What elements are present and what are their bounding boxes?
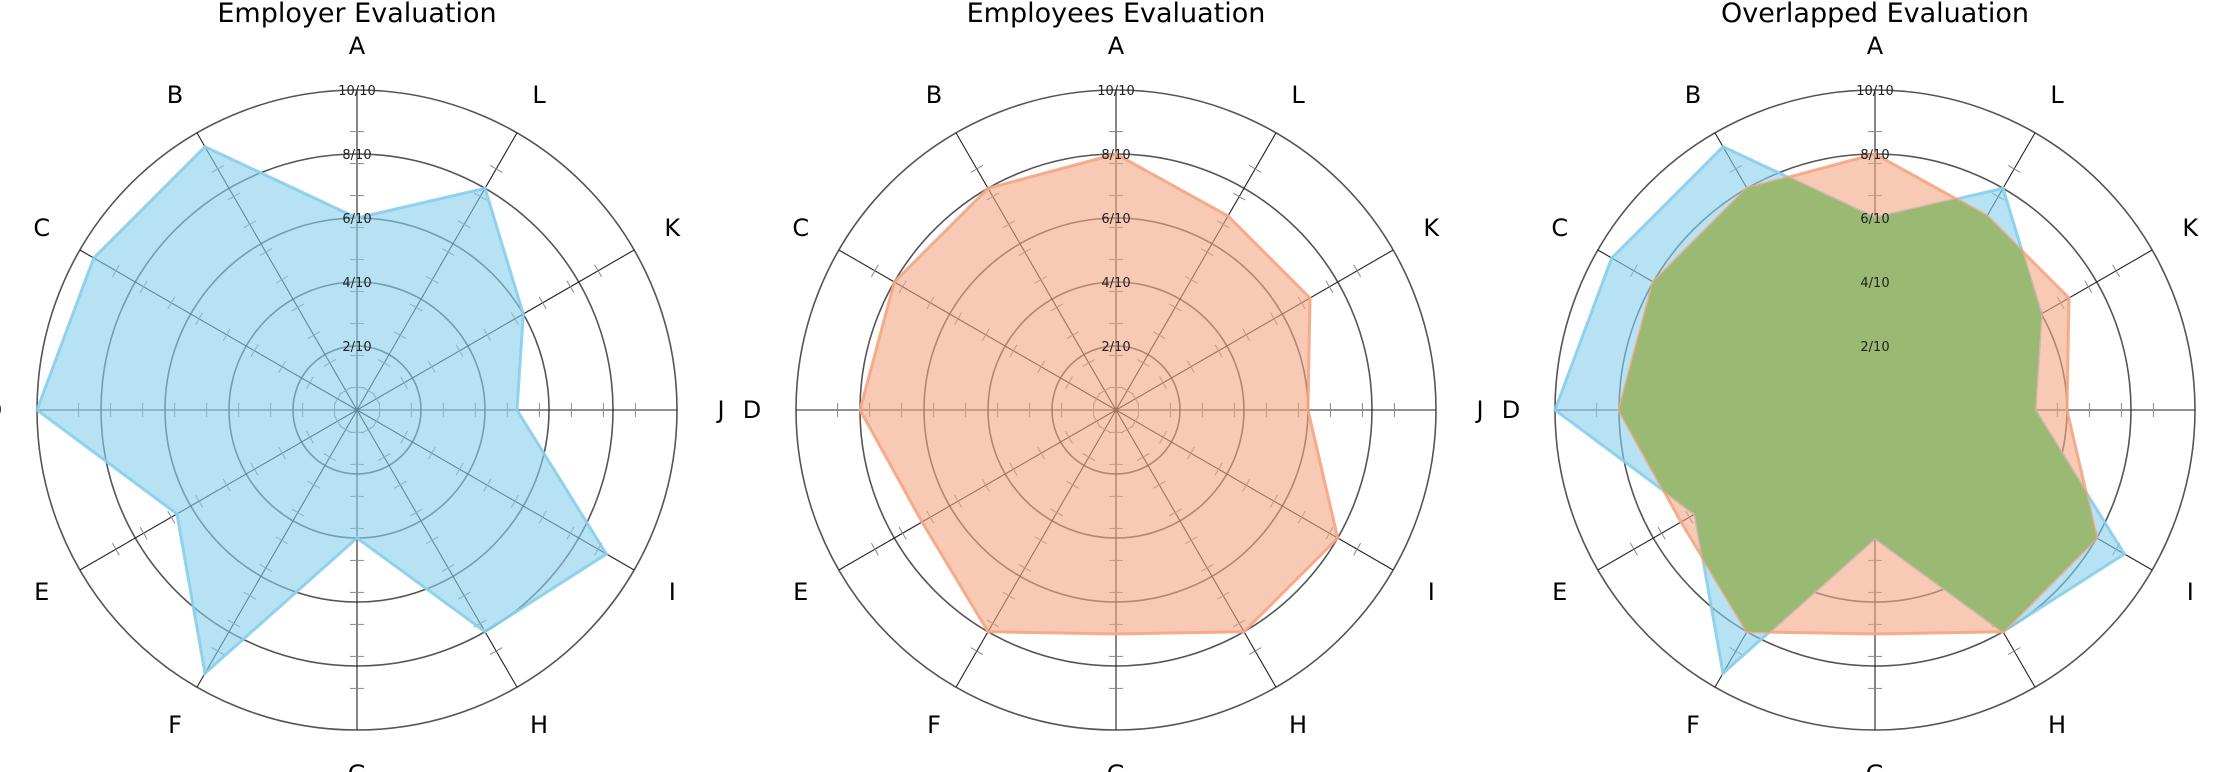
tick-mark xyxy=(1248,164,1262,173)
axis-label-D: D xyxy=(1502,396,1520,424)
radar-chart-2: Employees Evaluation A B C D E F G H I J K L 2/10 4/10… xyxy=(743,0,1484,772)
tick-mark xyxy=(1353,542,1362,556)
axis-label-H: H xyxy=(530,711,548,739)
series-area-1 xyxy=(35,144,609,677)
ring-tick-label: 8/10 xyxy=(342,148,371,163)
axis-label-C: C xyxy=(33,214,50,242)
ring-tick-label: 2/10 xyxy=(1101,340,1130,355)
ring-tick-label: 4/10 xyxy=(1860,276,1889,291)
tick-mark xyxy=(1232,192,1246,201)
axis-label-I: I xyxy=(2187,578,2194,606)
ring-tick-label: 4/10 xyxy=(342,276,371,291)
axis-label-B: B xyxy=(1685,81,1701,109)
radar-chart-1: Employer Evaluation A B C D E F G H I J K L 2/10 4/10 6… xyxy=(0,0,725,772)
ring-tick-label: 2/10 xyxy=(342,340,371,355)
ring-tick-label: 8/10 xyxy=(1860,148,1889,163)
axis-label-J: J xyxy=(1474,396,1483,424)
axis-label-B: B xyxy=(167,81,183,109)
tick-mark xyxy=(1353,264,1362,278)
chart-title: Employees Evaluation xyxy=(967,0,1266,29)
axis-label-K: K xyxy=(664,214,681,242)
axis-label-J: J xyxy=(715,396,724,424)
tick-mark xyxy=(111,542,120,556)
axis-label-G: G xyxy=(348,760,367,772)
axis-label-A: A xyxy=(1108,32,1125,60)
tick-mark xyxy=(594,264,603,278)
axis-label-E: E xyxy=(793,578,808,606)
tick-mark xyxy=(2007,164,2021,173)
axis-label-G: G xyxy=(1107,760,1126,772)
axis-label-F: F xyxy=(1686,711,1700,739)
axis-label-D: D xyxy=(0,396,2,424)
ring-tick-label: 2/10 xyxy=(1860,340,1889,355)
chart-title: Overlapped Evaluation xyxy=(1721,0,2029,29)
axis-label-H: H xyxy=(1289,711,1307,739)
axis-label-D: D xyxy=(743,396,761,424)
ring-tick-label: 4/10 xyxy=(1101,276,1130,291)
axis-label-K: K xyxy=(1423,214,1440,242)
axis-label-K: K xyxy=(2182,214,2199,242)
axis-label-C: C xyxy=(1551,214,1568,242)
tick-mark xyxy=(538,296,547,310)
axis-label-A: A xyxy=(349,32,366,60)
axis-label-A: A xyxy=(1867,32,1884,60)
tick-mark xyxy=(898,526,907,540)
tick-mark xyxy=(1657,526,1666,540)
axis-label-L: L xyxy=(1291,81,1305,109)
tick-mark xyxy=(1629,542,1638,556)
ring-tick-label: 10/10 xyxy=(1097,84,1134,99)
tick-mark xyxy=(167,510,176,524)
axis-label-I: I xyxy=(669,578,676,606)
axis-label-E: E xyxy=(34,578,49,606)
overlap-area xyxy=(1619,154,2097,634)
axis-label-L: L xyxy=(532,81,546,109)
axis-label-G: G xyxy=(1866,760,1885,772)
tick-mark xyxy=(566,280,575,294)
ring-tick-label: 6/10 xyxy=(1860,212,1889,227)
ring-tick-label: 6/10 xyxy=(342,212,371,227)
axis-label-H: H xyxy=(2048,711,2066,739)
tick-mark xyxy=(489,647,503,656)
tick-mark xyxy=(1248,647,1262,656)
ring-tick-label: 10/10 xyxy=(1856,84,1893,99)
tick-mark xyxy=(2084,280,2093,294)
axis-label-L: L xyxy=(2050,81,2064,109)
radar-chart-3: Overlapped EvaluationABCDEFGHIJKL2/104/1… xyxy=(1502,0,2200,772)
axis-label-E: E xyxy=(1552,578,1567,606)
tick-mark xyxy=(970,647,984,656)
tick-mark xyxy=(1325,280,1334,294)
tick-mark xyxy=(870,542,879,556)
tick-mark xyxy=(2112,264,2121,278)
axis-label-C: C xyxy=(792,214,809,242)
tick-mark xyxy=(489,164,503,173)
tick-mark xyxy=(970,164,984,173)
tick-mark xyxy=(2007,647,2021,656)
ring-tick-label: 6/10 xyxy=(1101,212,1130,227)
axis-label-B: B xyxy=(926,81,942,109)
tick-mark xyxy=(870,264,879,278)
axis-label-F: F xyxy=(168,711,182,739)
series-area-1 xyxy=(858,152,1340,636)
ring-tick-label: 8/10 xyxy=(1101,148,1130,163)
ring-tick-label: 10/10 xyxy=(338,84,375,99)
tick-mark xyxy=(139,526,148,540)
axis-label-F: F xyxy=(927,711,941,739)
axis-label-I: I xyxy=(1428,578,1435,606)
chart-title: Employer Evaluation xyxy=(217,0,496,29)
